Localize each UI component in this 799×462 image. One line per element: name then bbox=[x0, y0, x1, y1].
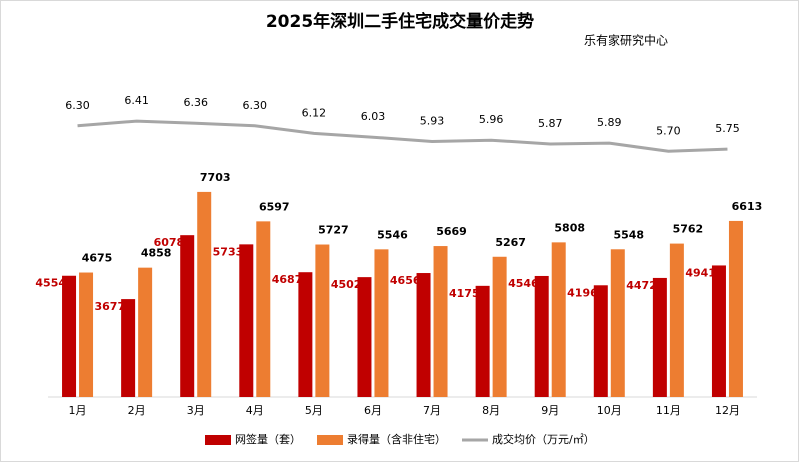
value-label: 5733 bbox=[213, 245, 244, 258]
value-label: 7703 bbox=[200, 171, 231, 184]
legend-label: 录得量（含非住宅） bbox=[347, 432, 446, 446]
value-label: 6597 bbox=[259, 200, 290, 213]
value-label: 4472 bbox=[626, 279, 657, 292]
x-tick-label: 2月 bbox=[128, 404, 146, 417]
value-label: 4656 bbox=[390, 274, 421, 287]
value-label: 3677 bbox=[95, 300, 126, 313]
bar bbox=[180, 235, 195, 397]
value-label: 5.87 bbox=[538, 117, 563, 130]
value-label: 4175 bbox=[449, 287, 480, 300]
bar bbox=[652, 277, 667, 397]
value-label: 5548 bbox=[613, 228, 644, 241]
x-tick-label: 3月 bbox=[187, 404, 205, 417]
value-label: 5267 bbox=[495, 236, 526, 249]
value-label: 5.96 bbox=[479, 113, 504, 126]
bar bbox=[475, 285, 490, 397]
value-label: 6.12 bbox=[302, 106, 327, 119]
legend-label: 成交均价（万元/㎡） bbox=[492, 432, 595, 446]
value-label: 5762 bbox=[673, 223, 704, 236]
x-tick-label: 1月 bbox=[69, 404, 87, 417]
bar bbox=[433, 246, 448, 397]
x-tick-label: 10月 bbox=[597, 404, 622, 417]
bar bbox=[711, 265, 726, 397]
value-label: 5808 bbox=[554, 221, 585, 234]
value-label: 4858 bbox=[141, 247, 172, 260]
value-label: 6613 bbox=[732, 200, 763, 213]
bar bbox=[79, 272, 94, 397]
legend-swatch bbox=[205, 435, 231, 445]
x-tick-label: 12月 bbox=[715, 404, 740, 417]
value-label: 4502 bbox=[331, 278, 362, 291]
value-label: 6078 bbox=[154, 236, 185, 249]
x-tick-label: 8月 bbox=[482, 404, 500, 417]
value-label: 4941 bbox=[685, 266, 716, 279]
bar bbox=[669, 243, 684, 397]
x-tick-label: 6月 bbox=[364, 404, 382, 417]
bar bbox=[610, 249, 625, 397]
bar bbox=[416, 273, 431, 397]
bar bbox=[197, 191, 212, 397]
bar bbox=[62, 275, 77, 397]
x-tick-label: 11月 bbox=[656, 404, 681, 417]
bar bbox=[357, 277, 372, 397]
value-label: 4675 bbox=[82, 252, 113, 265]
line bbox=[77, 119, 728, 153]
value-label: 6.36 bbox=[183, 96, 208, 109]
value-label: 6.30 bbox=[65, 99, 90, 112]
value-label: 6.41 bbox=[124, 94, 149, 107]
value-label: 5.93 bbox=[420, 114, 445, 127]
bar bbox=[534, 275, 549, 397]
bar bbox=[593, 285, 608, 397]
bar bbox=[256, 221, 271, 397]
value-label: 4546 bbox=[508, 277, 539, 290]
value-label: 5727 bbox=[318, 224, 349, 237]
bar bbox=[298, 272, 313, 397]
value-label: 4196 bbox=[567, 286, 598, 299]
value-label: 5546 bbox=[377, 228, 408, 241]
x-tick-label: 4月 bbox=[246, 404, 264, 417]
x-tick-label: 5月 bbox=[305, 404, 323, 417]
x-tick-label: 9月 bbox=[541, 404, 559, 417]
value-label: 5.70 bbox=[656, 124, 681, 137]
bar bbox=[121, 299, 136, 397]
bar bbox=[551, 242, 566, 397]
value-label: 6.03 bbox=[361, 110, 386, 123]
value-label: 5.75 bbox=[715, 122, 740, 135]
bar bbox=[239, 244, 254, 397]
legend-swatch bbox=[317, 435, 343, 445]
bar bbox=[138, 267, 153, 397]
value-label: 4687 bbox=[272, 273, 303, 286]
bar bbox=[492, 256, 507, 397]
bar bbox=[728, 220, 743, 397]
legend-label: 网签量（套） bbox=[235, 432, 301, 446]
bar bbox=[374, 249, 389, 397]
value-label: 5.89 bbox=[597, 116, 622, 129]
value-label: 4554 bbox=[35, 277, 66, 290]
chart-title: 2025年深圳二手住宅成交量价走势 bbox=[266, 11, 534, 32]
x-tick-label: 7月 bbox=[423, 404, 441, 417]
value-label: 6.30 bbox=[243, 99, 268, 112]
source: 乐有家研究中心 bbox=[584, 33, 668, 48]
bar bbox=[315, 244, 330, 397]
value-label: 5669 bbox=[436, 225, 467, 238]
